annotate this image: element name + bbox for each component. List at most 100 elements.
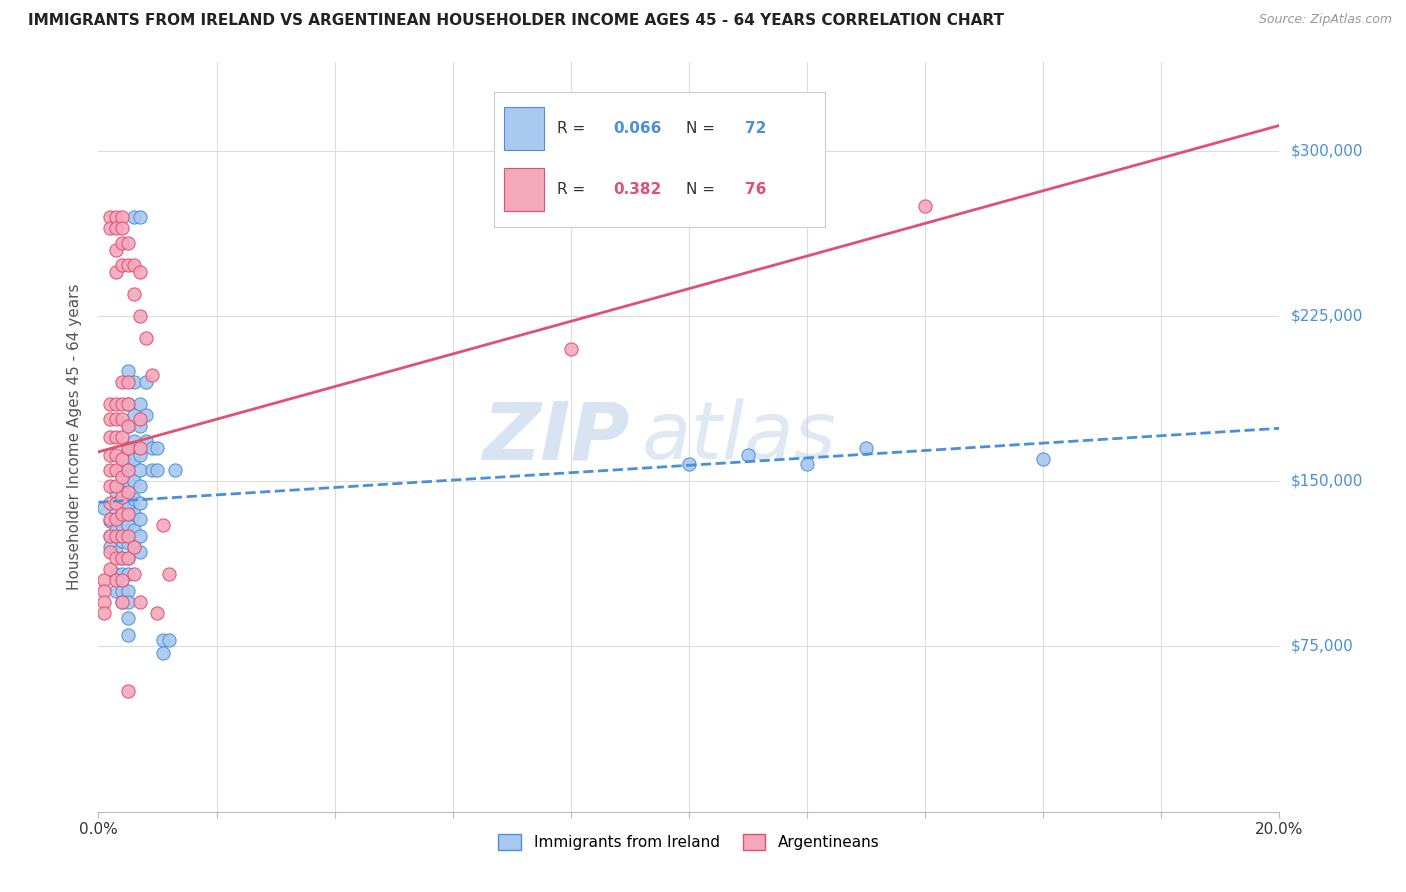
Point xyxy=(105,505,128,519)
Point xyxy=(105,485,128,500)
Point xyxy=(128,595,150,609)
Point xyxy=(111,566,134,581)
Point xyxy=(111,496,134,510)
Point xyxy=(122,408,145,422)
Point xyxy=(128,529,150,543)
Point xyxy=(117,536,139,550)
Point xyxy=(122,566,145,581)
Point xyxy=(111,507,134,521)
Point xyxy=(128,448,150,462)
Point xyxy=(117,518,139,533)
Point xyxy=(117,397,139,411)
Point xyxy=(128,265,150,279)
Point xyxy=(105,430,128,444)
Text: Source: ZipAtlas.com: Source: ZipAtlas.com xyxy=(1258,13,1392,27)
Point xyxy=(105,412,128,426)
Point xyxy=(98,430,121,444)
Point xyxy=(560,342,582,356)
Point xyxy=(128,419,150,434)
Point xyxy=(122,375,145,389)
Point xyxy=(122,286,145,301)
Point xyxy=(111,210,134,224)
Text: ZIP: ZIP xyxy=(482,398,630,476)
Point xyxy=(111,220,134,235)
Point xyxy=(914,199,936,213)
Point xyxy=(122,210,145,224)
Point xyxy=(157,632,180,647)
Text: atlas: atlas xyxy=(641,398,837,476)
Point xyxy=(122,474,145,488)
Point xyxy=(98,529,121,543)
Point xyxy=(93,500,115,515)
Point xyxy=(128,397,150,411)
Point xyxy=(117,236,139,251)
Point xyxy=(128,544,150,558)
Point xyxy=(98,463,121,477)
Point xyxy=(111,490,134,504)
Point xyxy=(117,595,139,609)
Point xyxy=(678,457,700,471)
Point xyxy=(128,412,150,426)
Point xyxy=(128,309,150,323)
Point xyxy=(117,500,139,515)
Point xyxy=(98,210,121,224)
Point xyxy=(141,463,163,477)
Point xyxy=(796,457,818,471)
Point xyxy=(98,412,121,426)
Point xyxy=(111,397,134,411)
Point xyxy=(122,507,145,521)
Point xyxy=(111,551,134,566)
Point xyxy=(128,463,150,477)
Point xyxy=(111,574,134,588)
Point xyxy=(117,529,139,543)
Point xyxy=(98,544,121,558)
Point xyxy=(117,441,139,455)
Point xyxy=(105,397,128,411)
Point xyxy=(98,511,121,525)
Point xyxy=(117,490,139,504)
Point xyxy=(737,448,759,462)
Point xyxy=(111,533,134,548)
Point xyxy=(98,529,121,543)
Point xyxy=(135,408,157,422)
Point xyxy=(122,491,145,506)
Point xyxy=(98,397,121,411)
Point xyxy=(98,514,121,528)
Point xyxy=(111,478,134,492)
Point xyxy=(141,441,163,455)
Point xyxy=(117,258,139,272)
Point xyxy=(105,529,128,543)
Point xyxy=(111,529,134,543)
Point xyxy=(122,434,145,449)
Point xyxy=(128,441,150,455)
Point xyxy=(111,584,134,599)
Point xyxy=(111,551,134,566)
Point xyxy=(117,364,139,378)
Point xyxy=(98,541,121,555)
Point xyxy=(111,258,134,272)
Point xyxy=(117,463,139,477)
Point xyxy=(98,562,121,576)
Point xyxy=(128,511,150,525)
Point xyxy=(122,258,145,272)
Point xyxy=(117,419,139,434)
Point xyxy=(105,210,128,224)
Point xyxy=(122,541,145,555)
Point xyxy=(146,463,169,477)
Point xyxy=(93,607,115,621)
Point xyxy=(165,463,187,477)
Point xyxy=(117,551,139,566)
Point xyxy=(111,595,134,609)
Point xyxy=(111,507,134,521)
Point xyxy=(98,496,121,510)
Point xyxy=(135,331,157,345)
Text: $75,000: $75,000 xyxy=(1291,639,1354,654)
Point xyxy=(135,434,157,449)
Point xyxy=(111,595,134,609)
Point xyxy=(1032,452,1054,467)
Point xyxy=(117,441,139,455)
Point xyxy=(93,584,115,599)
Point xyxy=(105,523,128,537)
Point xyxy=(146,441,169,455)
Point xyxy=(855,441,877,455)
